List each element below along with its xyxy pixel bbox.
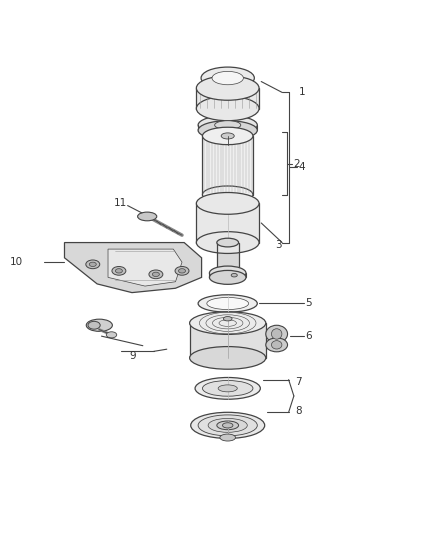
Ellipse shape: [215, 120, 241, 130]
Ellipse shape: [198, 295, 257, 312]
Text: 3: 3: [276, 240, 282, 250]
Polygon shape: [108, 249, 182, 286]
Ellipse shape: [217, 238, 239, 247]
Ellipse shape: [195, 377, 260, 399]
Bar: [217, 243, 239, 273]
Ellipse shape: [272, 329, 282, 339]
Ellipse shape: [198, 120, 257, 140]
Text: 9: 9: [130, 351, 136, 361]
Ellipse shape: [175, 266, 189, 275]
Ellipse shape: [138, 212, 157, 221]
Ellipse shape: [217, 421, 239, 430]
Ellipse shape: [196, 76, 259, 100]
Text: 1: 1: [299, 87, 305, 98]
Ellipse shape: [179, 269, 185, 273]
Ellipse shape: [149, 270, 163, 279]
Ellipse shape: [196, 96, 259, 120]
Ellipse shape: [190, 312, 266, 334]
Text: 11: 11: [114, 198, 127, 208]
Ellipse shape: [209, 270, 246, 284]
Ellipse shape: [89, 262, 96, 266]
Text: 7: 7: [295, 377, 302, 387]
Text: 10: 10: [10, 257, 23, 267]
Ellipse shape: [272, 341, 282, 349]
Ellipse shape: [196, 232, 259, 254]
Ellipse shape: [202, 127, 253, 144]
Ellipse shape: [207, 297, 249, 310]
Ellipse shape: [106, 332, 117, 338]
Text: 4: 4: [299, 163, 305, 173]
Ellipse shape: [198, 415, 257, 436]
Ellipse shape: [88, 321, 100, 329]
Ellipse shape: [266, 325, 288, 343]
Ellipse shape: [223, 423, 233, 428]
Ellipse shape: [86, 319, 113, 332]
Ellipse shape: [202, 186, 253, 204]
Ellipse shape: [223, 317, 232, 321]
Text: 5: 5: [305, 298, 312, 309]
Bar: [196, 204, 259, 243]
Bar: [190, 323, 266, 358]
Ellipse shape: [221, 133, 234, 139]
Ellipse shape: [116, 269, 122, 273]
Ellipse shape: [152, 272, 159, 277]
Text: 6: 6: [305, 331, 312, 341]
Bar: [202, 136, 253, 195]
Ellipse shape: [209, 266, 246, 280]
Ellipse shape: [190, 346, 266, 369]
Ellipse shape: [191, 413, 265, 439]
Ellipse shape: [218, 196, 237, 204]
Ellipse shape: [212, 71, 244, 85]
Ellipse shape: [218, 385, 237, 392]
Ellipse shape: [231, 273, 237, 277]
Ellipse shape: [86, 260, 100, 269]
Ellipse shape: [217, 269, 239, 277]
Ellipse shape: [266, 338, 288, 352]
Ellipse shape: [208, 418, 247, 432]
Ellipse shape: [201, 67, 254, 89]
Ellipse shape: [207, 196, 248, 211]
Ellipse shape: [220, 434, 236, 441]
Ellipse shape: [202, 381, 253, 396]
Ellipse shape: [112, 266, 126, 275]
Ellipse shape: [196, 192, 259, 214]
Bar: [196, 88, 259, 109]
Ellipse shape: [198, 116, 257, 135]
Text: 2: 2: [293, 159, 300, 169]
Text: 8: 8: [295, 407, 302, 416]
Polygon shape: [64, 243, 201, 293]
